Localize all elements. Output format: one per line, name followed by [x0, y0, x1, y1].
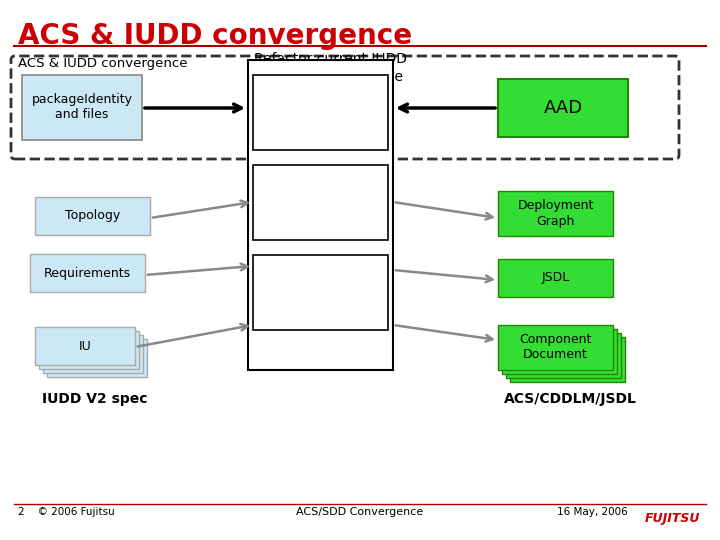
Bar	[506, 333, 621, 378]
Bar	[47, 339, 147, 377]
Text: Component
Document: Component Document	[519, 334, 592, 361]
Bar	[248, 60, 393, 370]
Text: 2    © 2006 Fujitsu: 2 © 2006 Fujitsu	[18, 507, 114, 517]
Text: Refactor current IUDD
schema to pluggable: Refactor current IUDD schema to pluggabl…	[253, 52, 407, 84]
Bar	[502, 329, 617, 374]
Bar	[35, 327, 135, 365]
Bar	[498, 79, 628, 137]
Bar	[253, 255, 388, 330]
Bar	[253, 75, 388, 150]
Text: JSDL: JSDL	[541, 272, 570, 285]
Bar	[498, 191, 613, 236]
Text: ACS & IUDD convergence: ACS & IUDD convergence	[18, 22, 412, 50]
Text: AAD: AAD	[544, 99, 582, 117]
Bar	[510, 337, 625, 382]
Text: FUJITSU: FUJITSU	[644, 512, 700, 525]
Text: packageIdentity
and files: packageIdentity and files	[32, 93, 132, 122]
Text: IU: IU	[78, 340, 91, 353]
Bar	[30, 254, 145, 292]
Text: ACS/SDD Convergence: ACS/SDD Convergence	[297, 507, 423, 517]
Text: 16 May, 2006: 16 May, 2006	[557, 507, 628, 517]
Bar	[43, 335, 143, 373]
Bar	[22, 75, 142, 140]
Bar	[39, 331, 139, 369]
Text: Deployment
Graph: Deployment Graph	[517, 199, 594, 227]
Text: Topology: Topology	[65, 210, 120, 222]
Bar	[253, 165, 388, 240]
Text: ACS & IUDD convergence: ACS & IUDD convergence	[18, 57, 187, 70]
Text: Requirements: Requirements	[44, 267, 131, 280]
Bar	[35, 197, 150, 235]
Bar	[498, 259, 613, 297]
Text: ACS/CDDLM/JSDL: ACS/CDDLM/JSDL	[503, 392, 636, 406]
Bar	[498, 325, 613, 370]
Text: IUDD V2 spec: IUDD V2 spec	[42, 392, 148, 406]
